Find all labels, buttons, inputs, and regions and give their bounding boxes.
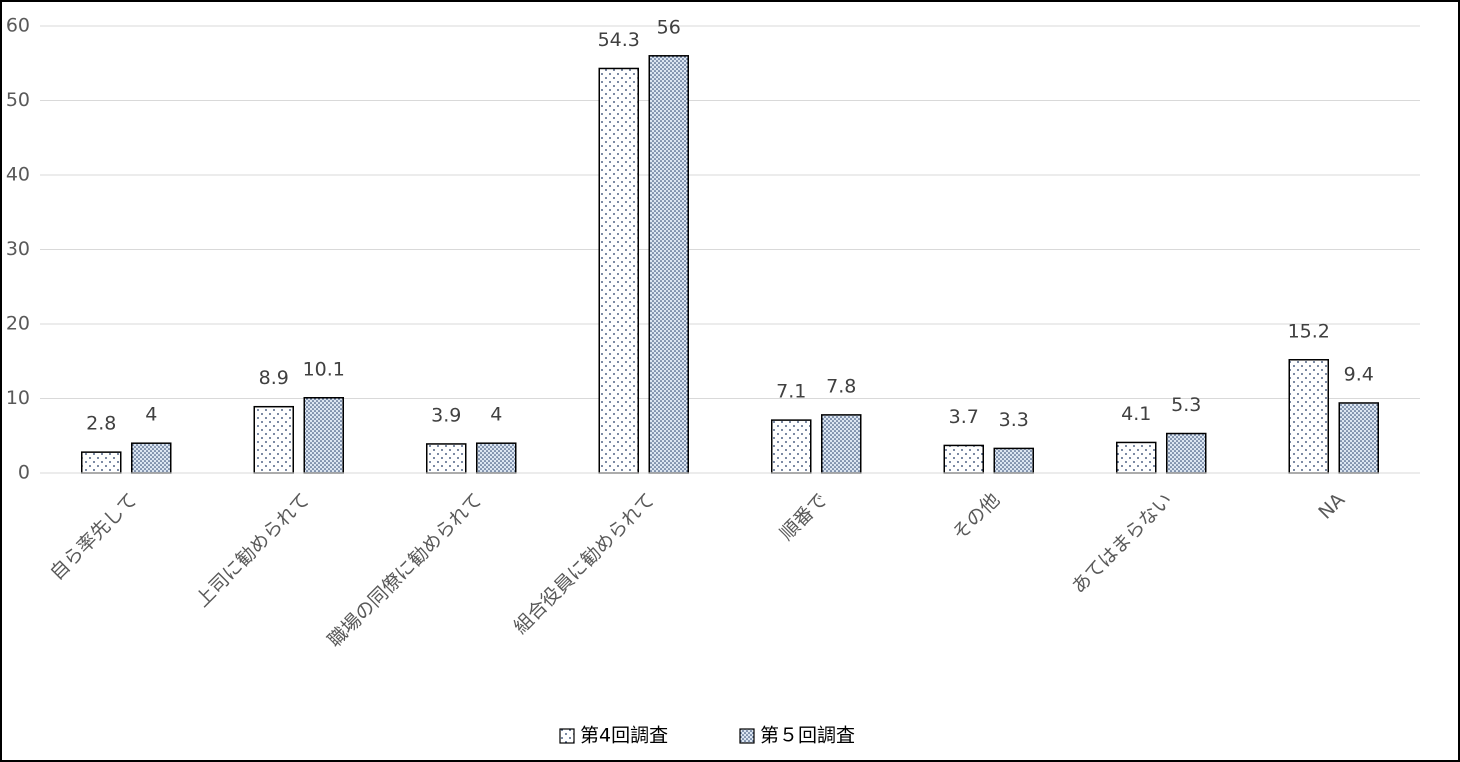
bar xyxy=(303,397,344,474)
value-label: 3.3 xyxy=(999,409,1029,431)
bar xyxy=(1116,441,1157,474)
value-label: 4 xyxy=(145,404,157,426)
bar xyxy=(253,405,294,474)
value-label: 5.3 xyxy=(1171,394,1201,416)
legend-swatch xyxy=(739,728,755,744)
bar xyxy=(1338,402,1379,474)
value-label: 56 xyxy=(657,16,681,38)
bar xyxy=(598,67,639,474)
y-tick-label: 40 xyxy=(6,164,30,186)
bar xyxy=(81,451,122,474)
bar xyxy=(821,414,862,474)
legend-swatch xyxy=(559,728,575,744)
y-tick-label: 10 xyxy=(6,387,30,409)
value-label: 10.1 xyxy=(303,358,345,380)
value-label: 2.8 xyxy=(86,413,116,435)
y-tick-label: 50 xyxy=(6,89,30,111)
value-label: 3.9 xyxy=(431,404,461,426)
y-tick-label: 0 xyxy=(18,462,30,484)
value-label: 7.1 xyxy=(776,381,806,403)
bar xyxy=(993,447,1034,474)
bar xyxy=(648,55,689,474)
y-tick-label: 60 xyxy=(6,15,30,37)
value-label: 7.8 xyxy=(826,375,856,397)
value-label: 4 xyxy=(490,404,502,426)
y-tick-label: 30 xyxy=(6,238,30,260)
value-label: 54.3 xyxy=(598,29,640,51)
bar xyxy=(771,419,812,474)
value-label: 9.4 xyxy=(1344,363,1374,385)
bar xyxy=(426,443,467,474)
legend-label: 第4回調査 xyxy=(580,725,668,747)
y-tick-label: 20 xyxy=(6,313,30,335)
value-label: 4.1 xyxy=(1121,403,1151,425)
bar xyxy=(131,442,172,474)
bar xyxy=(943,444,984,474)
bar xyxy=(476,442,517,474)
value-label: 8.9 xyxy=(259,367,289,389)
value-label: 3.7 xyxy=(949,406,979,428)
value-label: 15.2 xyxy=(1288,320,1330,342)
legend-label: 第５回調査 xyxy=(760,725,855,747)
bar xyxy=(1166,432,1207,474)
bar xyxy=(1288,359,1329,474)
